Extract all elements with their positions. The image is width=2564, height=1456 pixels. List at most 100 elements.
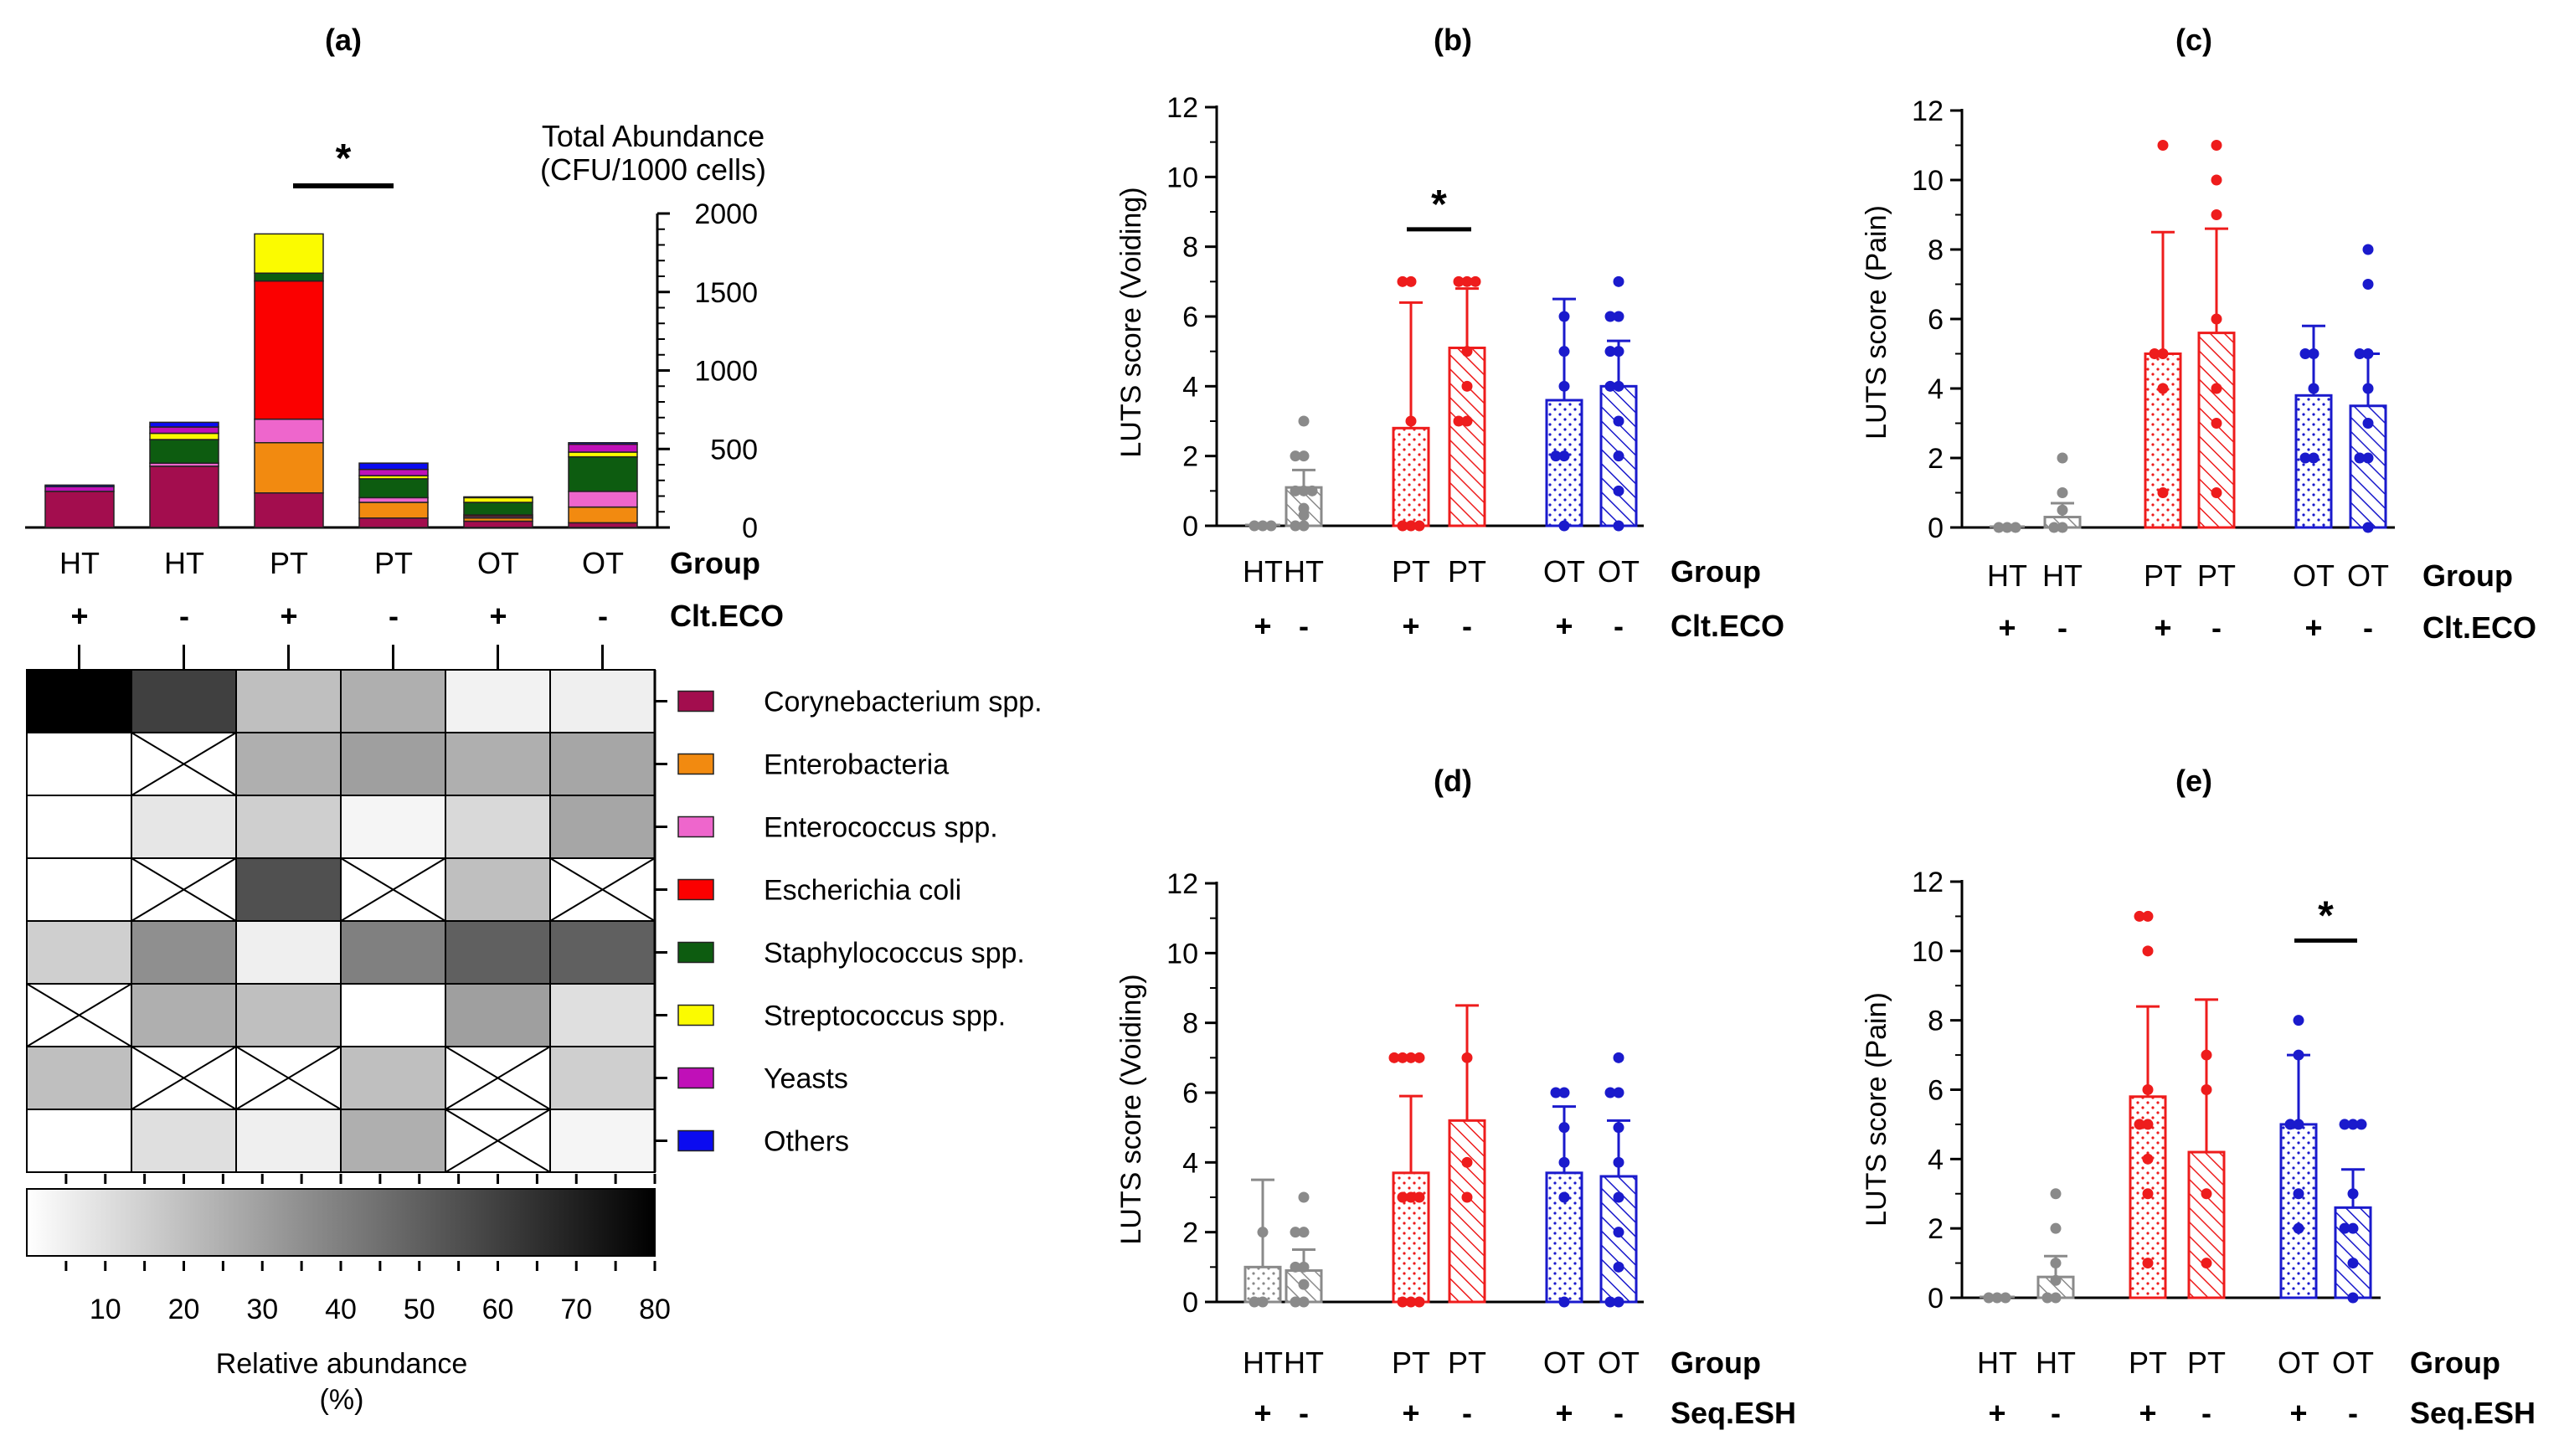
group-label: HT	[1243, 554, 1283, 589]
abundance-category-labels: HT + HT - PT + PT - OT + OT -	[59, 546, 624, 633]
data-point	[2355, 1119, 2367, 1130]
data-point	[1613, 346, 1624, 358]
panel-d-y-axis-title: LUTS score (Voiding)	[1115, 974, 1147, 1244]
data-point	[2050, 1258, 2062, 1269]
data-point	[1604, 1296, 1616, 1308]
legend-swatch	[677, 815, 714, 838]
abundance-bar-segment	[358, 462, 429, 471]
abundance-bar-segment	[358, 468, 429, 476]
panel-d: (d) LUTS score (Voiding) Group Seq.ESH 0…	[1115, 764, 1796, 1430]
sign-label: +	[1402, 609, 1419, 643]
data-point	[1613, 1122, 1624, 1134]
data-point	[1453, 275, 1465, 287]
sign-label: +	[1988, 1396, 2005, 1430]
panel-a-title: (a)	[325, 23, 362, 57]
heatmap-cell-cross	[340, 857, 446, 922]
group-label: OT	[2332, 1345, 2374, 1380]
heatmap-cell	[549, 920, 656, 985]
colorbar-title-line-2: (%)	[320, 1384, 364, 1416]
data-point	[2211, 174, 2222, 186]
data-point	[1991, 1292, 2003, 1304]
data-point	[1461, 1156, 1473, 1168]
abundance-bar-segment	[149, 421, 219, 428]
data-point	[1613, 1087, 1624, 1098]
group-label: PT	[2129, 1345, 2167, 1380]
panel-c-group-row-label: Group	[2422, 558, 2513, 593]
panel-c-title: (c)	[2175, 23, 2212, 57]
group-label: PT	[1448, 554, 1486, 589]
data-point	[1470, 275, 1481, 287]
data-point	[1558, 311, 1570, 322]
abundance-bar-segment	[568, 491, 638, 508]
abundance-bar-segment	[254, 272, 324, 282]
data-point	[2293, 1222, 2304, 1234]
group-label: OT	[1543, 554, 1585, 589]
data-point	[1290, 1261, 1301, 1273]
data-point	[2293, 1119, 2304, 1130]
data-point	[1613, 1296, 1624, 1308]
heatmap-cell	[26, 669, 132, 733]
heatmap-cell-cross	[131, 857, 237, 922]
data-point	[2362, 244, 2374, 255]
legend-swatch	[677, 878, 714, 901]
heatmap-cell-cross	[445, 1046, 551, 1110]
legend-label: Escherichia coli	[764, 875, 961, 907]
data-point	[2149, 348, 2160, 359]
abundance-bar-segment	[358, 517, 429, 528]
data-point	[1613, 520, 1624, 532]
y-tick-label: 0	[1182, 511, 1198, 543]
data-point	[2201, 1188, 2212, 1200]
sign-label: +	[2154, 610, 2171, 645]
data-point	[1397, 1191, 1408, 1203]
y-tick-label: 10	[1912, 165, 1944, 197]
abundance-group-label: OT	[582, 546, 624, 580]
data-point	[1613, 450, 1624, 462]
group-label: OT	[2278, 1345, 2319, 1380]
significance-star: *	[1431, 183, 1447, 227]
abundance-bar-segment	[568, 451, 638, 458]
data-point	[1413, 1296, 1425, 1308]
data-point	[2041, 1292, 2053, 1304]
mean-bar	[2187, 1150, 2226, 1299]
panel-d-title: (d)	[1434, 764, 1472, 798]
sign-label: +	[1254, 609, 1271, 643]
group-label: HT	[1284, 554, 1324, 589]
legend-label: Yeasts	[764, 1063, 848, 1095]
legend-label: Staphylococcus spp.	[764, 938, 1025, 970]
abundance-y-tick-label: 1000	[694, 356, 758, 388]
sign-label: -	[2201, 1396, 2211, 1430]
data-point	[1298, 1279, 1310, 1290]
legend-label: Enterococcus spp.	[764, 812, 998, 844]
abundance-bar-segment	[463, 496, 533, 503]
panel-e-sign-row-label: Seq.ESH	[2410, 1396, 2536, 1430]
data-point	[1298, 1191, 1310, 1203]
heatmap-cell	[131, 669, 237, 733]
panel-a-sign-row-label: Clt.ECO	[670, 599, 784, 633]
legend-label: Others	[764, 1126, 849, 1158]
data-point	[2211, 383, 2222, 394]
panel-c: (c) LUTS score (Pain) Group Clt.ECO 0 2 4 6…	[1861, 23, 2536, 645]
abundance-bar-segment	[568, 455, 638, 492]
data-point	[1413, 520, 1425, 532]
data-point	[2157, 383, 2169, 394]
abundance-bar-segment	[254, 233, 324, 274]
sign-label: -	[1462, 609, 1472, 643]
data-point	[1613, 1191, 1624, 1203]
panel-a-group-row-label: Group	[670, 546, 760, 580]
data-point	[2201, 1258, 2212, 1269]
mean-bar	[1392, 426, 1430, 527]
legend-label: Streptococcus spp.	[764, 1001, 1006, 1032]
heatmap-cell	[340, 669, 446, 733]
data-point	[2354, 348, 2366, 359]
heatmap-cell	[340, 920, 446, 985]
data-point	[2142, 1119, 2154, 1130]
legend-swatch	[677, 1067, 714, 1089]
data-point	[1298, 485, 1310, 496]
colorbar-tick-label: 20	[168, 1294, 200, 1325]
abundance-sign-label: +	[280, 599, 297, 633]
data-point	[2142, 945, 2154, 957]
abundance-group-label: HT	[164, 546, 204, 580]
heatmap-cell	[445, 669, 551, 733]
data-point	[1461, 275, 1473, 287]
data-point	[2362, 418, 2374, 429]
